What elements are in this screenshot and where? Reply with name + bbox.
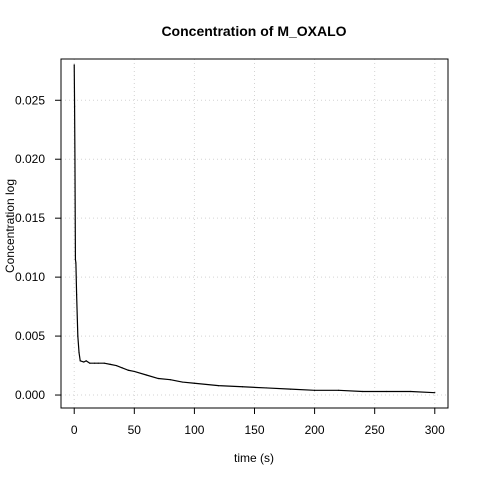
y-tick-label: 0.010 [15,270,45,284]
data-point [103,362,105,364]
y-tick-label: 0.020 [15,152,45,166]
data-point [145,374,147,376]
data-point [410,390,412,393]
data-point [74,258,77,261]
data-point [133,370,135,373]
data-point [76,294,78,296]
x-tick-label: 150 [244,423,264,437]
data-point [265,387,268,389]
y-tick-label: 0.005 [15,329,45,343]
y-axis-label: Concentration log [3,179,17,273]
x-tick-label: 300 [425,423,445,437]
data-point [73,105,76,107]
x-tick-label: 100 [184,423,204,437]
data-point [434,392,436,394]
grid [61,59,448,408]
data-point [338,389,340,391]
data-point [77,335,79,337]
data-point [79,360,81,362]
data-point [157,377,159,380]
y-axis: 0.000 0.005 0.010 0.015 0.020 0.025 [15,93,61,402]
data-point [97,362,99,364]
data-point [289,388,292,390]
data-point [121,367,123,369]
data-point [241,386,244,388]
data-point [75,262,77,264]
data-point [89,362,91,364]
chart-title: Concentration of M_OXALO [161,23,346,39]
data-point [127,369,129,371]
x-axis-label: time (s) [234,451,274,465]
data-point [74,158,76,160]
y-tick-label: 0.000 [15,388,45,402]
data-point [181,381,183,383]
data-point [115,364,117,367]
data-point [94,362,96,364]
data-point [217,384,220,387]
series-layer [73,64,436,394]
data-point [78,351,80,354]
y-tick-label: 0.025 [15,93,45,107]
x-tick-label: 50 [128,423,142,437]
x-tick-label: 0 [71,423,78,437]
data-point [83,361,85,363]
data-point [386,390,388,393]
data-point [362,390,364,393]
x-tick-label: 200 [305,423,325,437]
y-tick-label: 0.015 [15,211,45,225]
data-point [193,382,196,384]
data-point [169,379,171,381]
data-point [313,389,316,391]
x-tick-label: 250 [365,423,385,437]
data-point [73,64,75,66]
data-point [109,363,111,365]
x-axis: 0 50 100 150 200 250 300 [71,408,445,437]
data-point [85,360,87,362]
